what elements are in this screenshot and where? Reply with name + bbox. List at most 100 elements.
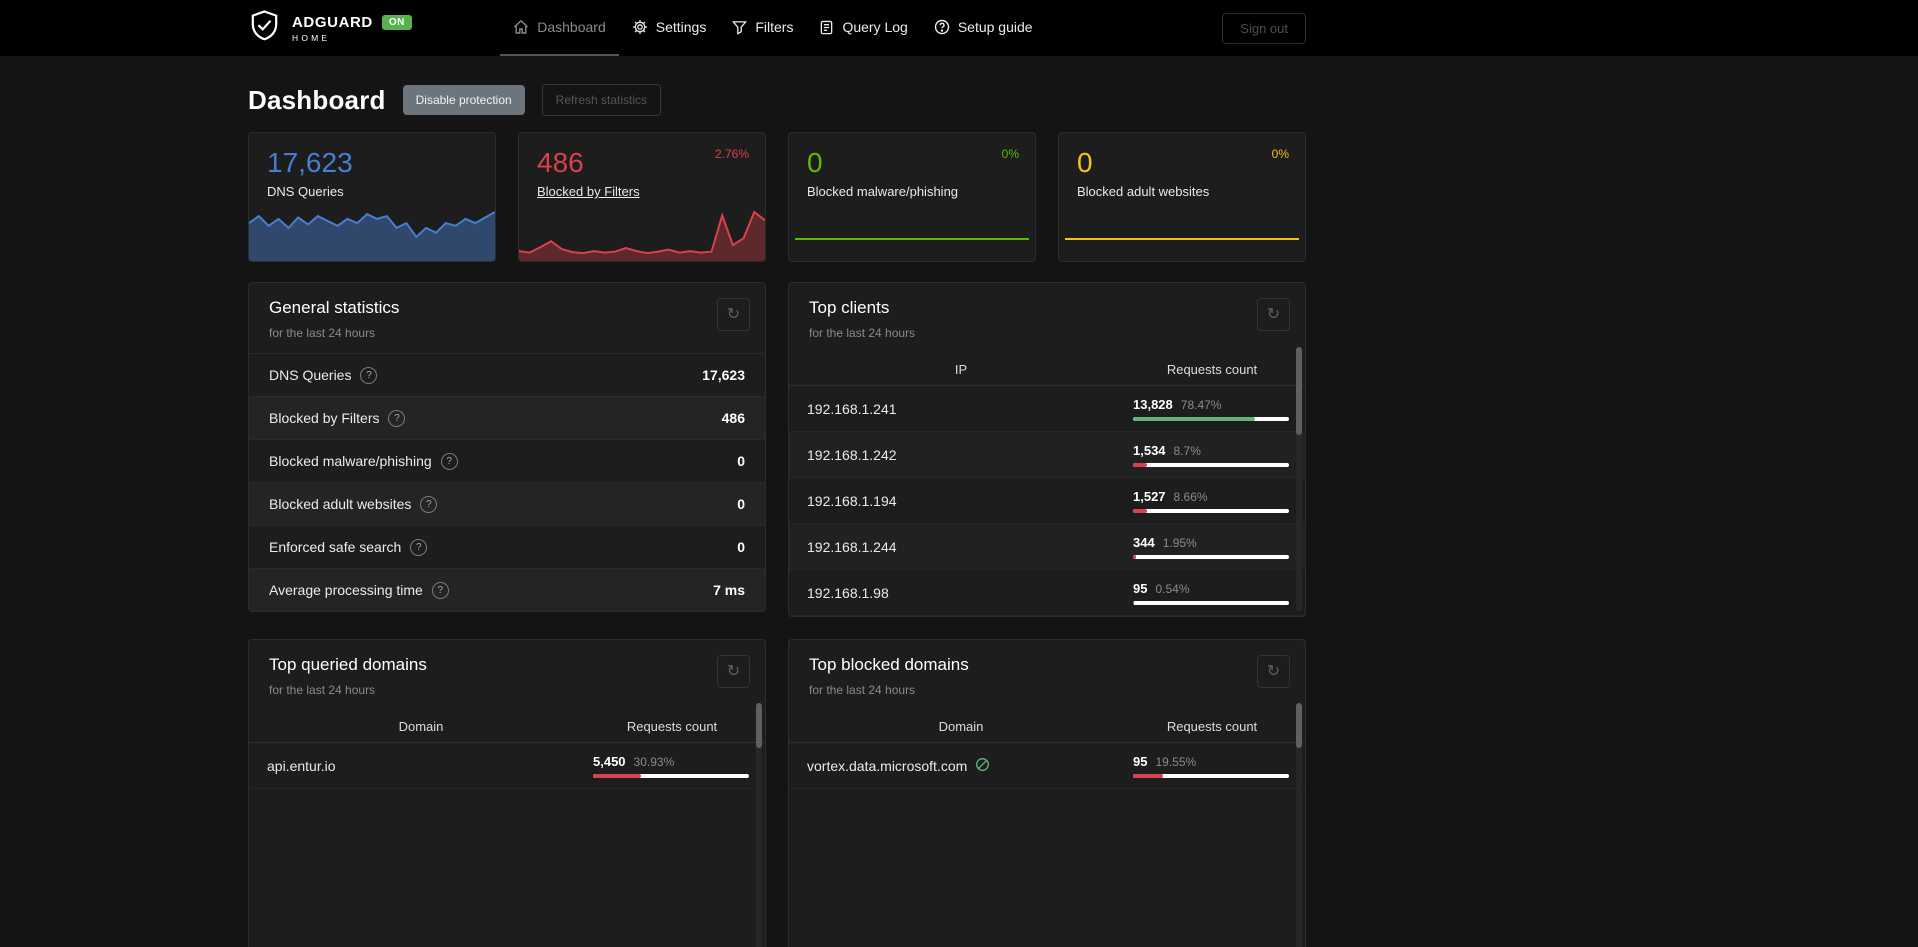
refresh-button[interactable]: ↻ xyxy=(1257,298,1290,331)
stat-card-dns-queries: 17,623 DNS Queries xyxy=(248,132,496,262)
stats-row-value: 0 xyxy=(737,453,745,469)
client-row: 192.168.1.194 1,527 8.66% xyxy=(789,478,1305,524)
request-count: 13,828 xyxy=(1133,396,1173,412)
scrollbar-track[interactable] xyxy=(1296,703,1302,947)
stats-row: Average processing time? 7 ms xyxy=(249,568,765,611)
scrollbar-track[interactable] xyxy=(1296,347,1302,611)
request-count: 95 xyxy=(1133,753,1148,769)
stat-cards-row: 17,623 DNS Queries 486 2.76% Blocked by … xyxy=(248,132,1306,262)
scrollbar-track[interactable] xyxy=(756,703,762,947)
refresh-statistics-button[interactable]: Refresh statistics xyxy=(541,84,662,116)
refresh-button[interactable]: ↻ xyxy=(717,655,750,688)
blocked-adult-sparkline xyxy=(1065,233,1299,241)
nav-item-filters[interactable]: Filters xyxy=(719,0,806,56)
page-title: Dashboard xyxy=(248,85,386,115)
stats-row-label: DNS Queries xyxy=(269,367,352,383)
client-ip[interactable]: 192.168.1.98 xyxy=(807,584,889,601)
column-header-ip: IP xyxy=(954,361,968,377)
dns-queries-label[interactable]: DNS Queries xyxy=(267,184,344,200)
request-percent: 0.54% xyxy=(1155,581,1190,596)
help-icon[interactable]: ? xyxy=(388,409,406,427)
top-clients-panel: Top clients for the last 24 hours ↻ IP R… xyxy=(788,282,1306,617)
help-icon[interactable]: ? xyxy=(431,581,449,599)
blocked-table-header: Domain Requests count xyxy=(789,710,1305,743)
column-header-requests: Requests count xyxy=(1166,361,1258,377)
help-icon[interactable]: ? xyxy=(440,452,458,470)
blocked-filters-value[interactable]: 486 xyxy=(537,147,584,178)
help-icon[interactable]: ? xyxy=(360,366,378,384)
stats-row: Blocked by Filters? 486 xyxy=(249,396,765,439)
nav-item-query-log[interactable]: Query Log xyxy=(806,0,920,56)
scrollbar-thumb[interactable] xyxy=(756,703,762,748)
clients-table: 192.168.1.241 13,828 78.47% 192.168.1.242… xyxy=(789,386,1305,616)
stat-card-blocked-filters: 486 2.76% Blocked by Filters xyxy=(518,132,766,262)
nav-item-label: Settings xyxy=(655,19,707,35)
refresh-button[interactable]: ↻ xyxy=(717,298,750,331)
stats-row: Blocked malware/phishing? 0 xyxy=(249,439,765,482)
stats-row-label: Blocked malware/phishing xyxy=(269,453,432,469)
domain-row: vortex.data.microsoft.com 95 19.55% xyxy=(789,743,1305,789)
clients-table-header: IP Requests count xyxy=(789,353,1305,386)
dns-queries-value[interactable]: 17,623 xyxy=(267,147,353,178)
protection-status-badge: ON xyxy=(381,14,412,30)
stats-row-label: Blocked adult websites xyxy=(269,496,412,512)
blocked-adult-label[interactable]: Blocked adult websites xyxy=(1077,184,1210,200)
column-header-requests: Requests count xyxy=(626,718,718,734)
stat-card-blocked-malware: 0 0% Blocked malware/phishing xyxy=(788,132,1036,262)
client-row: 192.168.1.98 95 0.54% xyxy=(789,570,1305,616)
blocked-filters-label[interactable]: Blocked by Filters xyxy=(537,184,640,200)
adguard-home-logo[interactable]: ADGUARD ON HOME xyxy=(248,9,412,47)
scrollbar-thumb[interactable] xyxy=(1296,347,1302,435)
disable-protection-button[interactable]: Disable protection xyxy=(402,85,525,115)
domain-name[interactable]: api.entur.io xyxy=(267,757,336,774)
client-ip[interactable]: 192.168.1.242 xyxy=(807,446,897,463)
progress-bar xyxy=(1133,600,1289,605)
request-count: 1,527 xyxy=(1133,488,1166,504)
queried-table-header: Domain Requests count xyxy=(249,710,765,743)
help-icon[interactable]: ? xyxy=(420,495,438,513)
blocked-malware-sparkline xyxy=(795,233,1029,241)
queried-domains-table: api.entur.io 5,450 30.93% xyxy=(249,743,765,789)
refresh-button[interactable]: ↻ xyxy=(1257,655,1290,688)
nav-item-settings[interactable]: Settings xyxy=(619,0,720,56)
panel-title: Top clients xyxy=(809,298,890,317)
stats-row-value: 0 xyxy=(737,496,745,512)
scrollbar-thumb[interactable] xyxy=(1296,703,1302,748)
blocked-adult-value[interactable]: 0 xyxy=(1077,147,1093,178)
refresh-icon: ↻ xyxy=(1266,662,1281,680)
journal-icon xyxy=(819,20,834,35)
blocked-filters-percent: 2.76% xyxy=(714,147,749,161)
main-navigation: Dashboard Settings Filters Query Log xyxy=(500,0,1045,56)
client-row: 192.168.1.242 1,534 8.7% xyxy=(789,432,1305,478)
client-ip[interactable]: 192.168.1.244 xyxy=(807,538,897,555)
blocked-malware-label[interactable]: Blocked malware/phishing xyxy=(807,184,959,200)
shield-check-logo-icon xyxy=(248,9,281,47)
request-count: 5,450 xyxy=(593,753,626,769)
panel-title: General statistics xyxy=(269,298,400,317)
progress-bar xyxy=(593,773,749,778)
panel-subtitle: for the last 24 hours xyxy=(809,326,916,340)
nav-item-setup-guide[interactable]: Setup guide xyxy=(921,0,1046,56)
nav-item-dashboard[interactable]: Dashboard xyxy=(500,0,619,56)
domain-row: api.entur.io 5,450 30.93% xyxy=(249,743,765,789)
stats-row-value: 486 xyxy=(721,410,745,426)
help-icon[interactable]: ? xyxy=(410,538,428,556)
domain-name[interactable]: vortex.data.microsoft.com xyxy=(807,757,968,774)
blocked-malware-value[interactable]: 0 xyxy=(807,147,823,178)
panel-title: Top blocked domains xyxy=(809,655,969,674)
funnel-icon xyxy=(732,20,748,35)
brand-subtitle: HOME xyxy=(292,32,331,43)
sign-out-button[interactable]: Sign out xyxy=(1222,12,1306,44)
general-statistics-table: DNS Queries? 17,623 Blocked by Filters? … xyxy=(249,353,765,611)
request-count: 95 xyxy=(1133,580,1148,596)
stats-row-label: Enforced safe search xyxy=(269,539,402,555)
top-navbar: ADGUARD ON HOME Dashboard Settings xyxy=(0,0,1918,56)
top-queried-domains-panel: Top queried domains for the last 24 hour… xyxy=(248,639,766,947)
client-ip[interactable]: 192.168.1.194 xyxy=(807,492,897,509)
panel-subtitle: for the last 24 hours xyxy=(809,683,916,697)
stats-row-value: 0 xyxy=(737,539,745,555)
progress-bar xyxy=(1133,554,1289,559)
progress-bar xyxy=(1133,462,1289,467)
request-percent: 78.47% xyxy=(1180,397,1222,412)
client-ip[interactable]: 192.168.1.241 xyxy=(807,400,897,417)
